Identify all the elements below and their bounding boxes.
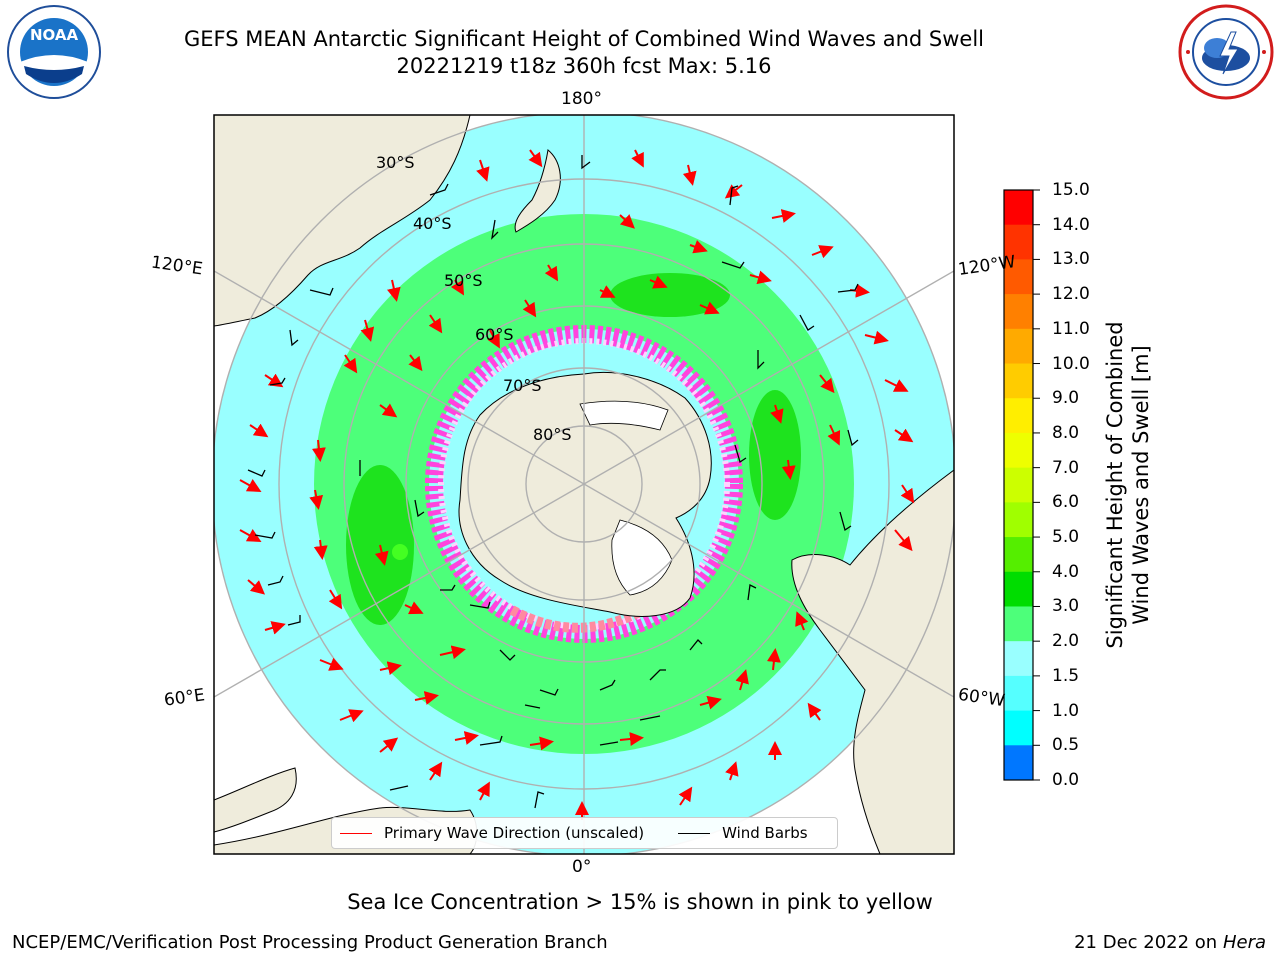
lat-label-50s: 50°S xyxy=(444,271,483,290)
wave-direction-arrows xyxy=(239,149,915,820)
colorbar-tick-label: 13.0 xyxy=(1052,249,1090,270)
run-date: 21 Dec 2022 on Hera xyxy=(1074,932,1266,953)
colorbar-swatch xyxy=(1004,467,1033,503)
lon-label-180: 180° xyxy=(561,89,602,109)
colorbar-tick-label: 8.0 xyxy=(1052,422,1080,443)
colorbar-tick-label: 5.0 xyxy=(1052,527,1080,548)
colorbar-tick-label: 0.5 xyxy=(1052,735,1080,756)
colorbar-tick-label: 12.0 xyxy=(1052,284,1090,305)
wave-direction-swatch xyxy=(340,832,372,834)
colorbar-swatch xyxy=(1004,328,1033,365)
chart-title: GEFS MEAN Antarctic Significant Height o… xyxy=(183,27,985,51)
colorbar-swatch xyxy=(1004,675,1033,712)
colorbar-swatch xyxy=(1004,641,1033,677)
sea-ice-note: Sea Ice Concentration > 15% is shown in … xyxy=(347,890,933,914)
graticule xyxy=(214,115,954,854)
lat-label-80s: 80°S xyxy=(533,425,572,444)
colorbar-tick-label: 3.0 xyxy=(1052,596,1080,617)
noaa-logo: NOAA xyxy=(7,5,101,99)
colorbar-swatch xyxy=(1004,710,1033,746)
colorbar-swatch xyxy=(1004,363,1033,399)
chart-subtitle: 20221219 t18z 360h fcst Max: 5.16 xyxy=(396,54,772,78)
new-zealand-land xyxy=(514,149,561,233)
lat-label-60s: 60°S xyxy=(475,325,514,344)
colorbar-swatch xyxy=(1004,224,1033,260)
colorbar-swatch xyxy=(1004,745,1033,781)
colorbar-ticks: 15.0 14.0 13.0 12.0 11.0 10.0 9.0 8.0 7.0 6.0 5.0 4… xyxy=(1052,180,1112,790)
wave-max-pacific xyxy=(749,390,801,520)
colorbar-swatch xyxy=(1004,571,1033,607)
map-body xyxy=(214,115,954,854)
lat-label-40s: 40°S xyxy=(413,214,452,233)
colorbar-tick-label: 1.0 xyxy=(1052,700,1080,721)
colorbar-label: Significant Height of Combined Wind Wave… xyxy=(1103,321,1153,649)
colorbar-tick-label: 15.0 xyxy=(1052,180,1090,200)
colorbar-swatch xyxy=(1004,190,1033,226)
lat-label-70s: 70°S xyxy=(503,376,542,395)
colorbar-tick-label: 10.0 xyxy=(1052,353,1090,374)
colorbar-swatch xyxy=(1004,537,1033,573)
map-legend: Primary Wave Direction (unscaled) Wind B… xyxy=(331,817,838,849)
colorbar-tick-label: 2.0 xyxy=(1052,631,1080,652)
colorbar-swatch xyxy=(1004,432,1033,469)
colorbar-swatch xyxy=(1004,606,1033,642)
south-america-land xyxy=(791,469,954,854)
colorbar-tick-label: 14.0 xyxy=(1052,214,1090,235)
colorbar-swatch xyxy=(1004,259,1033,295)
colorbar-tick-label: 4.0 xyxy=(1052,561,1080,582)
africa-land xyxy=(214,767,297,833)
colorbar-tick-label: 6.0 xyxy=(1052,492,1080,513)
colorbar-swatch xyxy=(1004,398,1033,434)
lon-label-0: 0° xyxy=(572,857,592,877)
colorbar-swatch xyxy=(1004,502,1033,538)
wind-barb-swatch xyxy=(678,832,711,834)
colorbar-tick-label: 9.0 xyxy=(1052,388,1080,409)
colorbar xyxy=(1004,189,1040,781)
lat-label-30s: 30°S xyxy=(376,153,415,172)
colorbar-tick-label: 1.5 xyxy=(1052,665,1080,686)
colorbar-swatch xyxy=(1004,294,1033,330)
colorbar-tick-label: 11.0 xyxy=(1052,318,1090,339)
colorbar-tick-label: 7.0 xyxy=(1052,457,1080,478)
legend-wave-direction: Primary Wave Direction (unscaled) xyxy=(384,824,645,842)
svg-text:NOAA: NOAA xyxy=(30,26,79,44)
legend-wind-barbs: Wind Barbs xyxy=(722,824,808,842)
wind-barbs xyxy=(247,155,859,809)
credit-line: NCEP/EMC/Verification Post Processing Pr… xyxy=(12,932,608,953)
colorbar-tick-label: 0.0 xyxy=(1052,770,1080,790)
nws-logo xyxy=(1178,4,1274,100)
